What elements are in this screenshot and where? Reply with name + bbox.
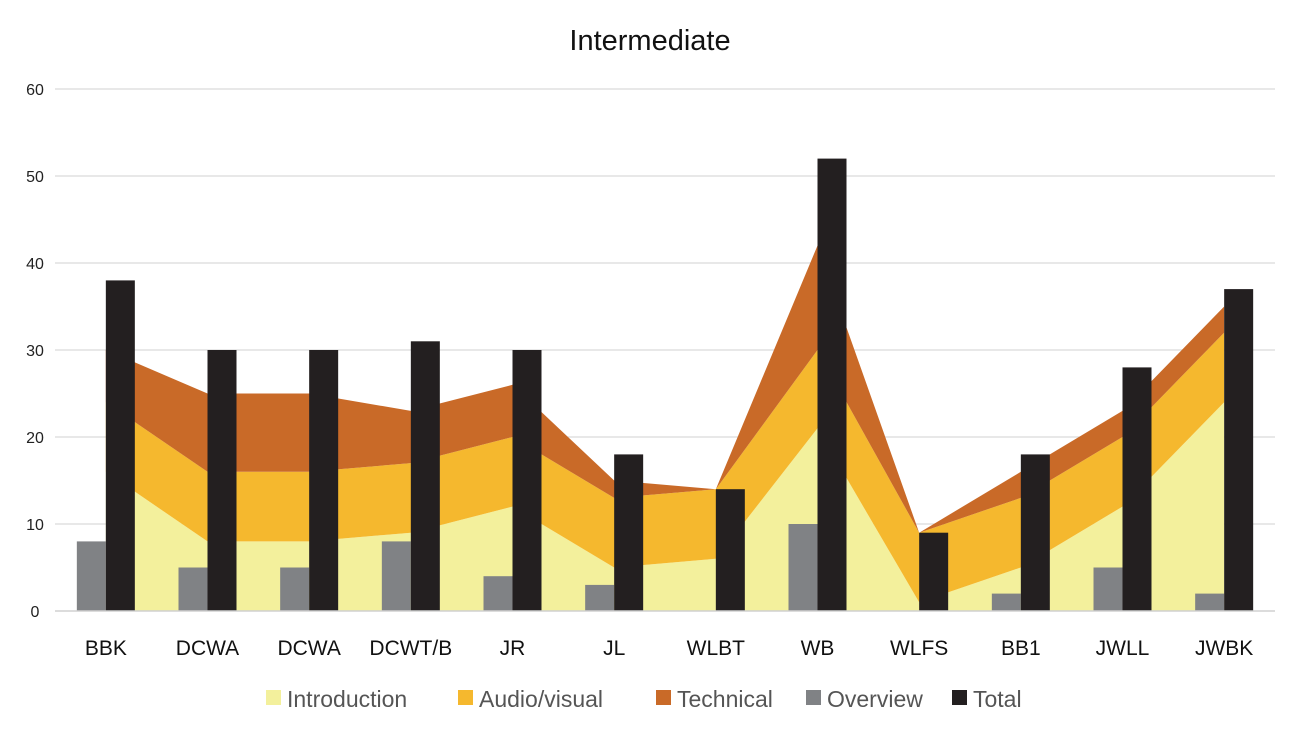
x-tick-label: DCWA (176, 637, 239, 660)
x-tick-label: WLFS (890, 637, 948, 660)
x-tick-label: BB1 (1001, 637, 1041, 660)
area-technical (105, 245, 1225, 533)
bar-total (512, 350, 542, 611)
chart-title: Intermediate (569, 25, 730, 57)
y-tick-label: 50 (26, 169, 44, 186)
x-tick-label: JWBK (1195, 637, 1253, 660)
bar-overview (483, 576, 513, 611)
bar-total (1020, 454, 1050, 611)
bars (76, 158, 1254, 611)
bar-total (309, 350, 339, 611)
bar-overview (280, 567, 310, 611)
bar-total (105, 280, 135, 611)
legend-swatch (266, 690, 281, 705)
bar-total (410, 341, 440, 611)
bar-total (715, 489, 745, 611)
bar-total (207, 350, 237, 611)
y-tick-label: 0 (31, 604, 40, 621)
x-tick-label: DCWT/B (369, 637, 452, 660)
bar-total (817, 158, 847, 611)
y-tick-label: 30 (26, 343, 44, 360)
legend: Introduction Audio/visual Technical Overvie… (266, 686, 1022, 712)
legend-swatch (952, 690, 967, 705)
legend-item: Audio/visual (458, 686, 603, 712)
legend-swatch (656, 690, 671, 705)
legend-label: Overview (827, 686, 923, 712)
bar-overview (76, 541, 106, 611)
x-tick-label: BBK (85, 637, 127, 660)
bar-overview (381, 541, 411, 611)
bar-overview (1093, 567, 1123, 611)
legend-item: Introduction (266, 686, 407, 712)
bar-overview (585, 584, 615, 611)
legend-swatch (806, 690, 821, 705)
legend-label: Audio/visual (479, 686, 603, 712)
x-tick-label: JWLL (1096, 637, 1150, 660)
x-tick-label: DCWA (277, 637, 340, 660)
y-tick-label: 40 (26, 256, 44, 273)
legend-item: Total (952, 686, 1022, 712)
y-axis-ticks: 0 10 20 30 40 50 60 (26, 82, 44, 621)
legend-item: Technical (656, 686, 773, 712)
legend-label: Technical (677, 686, 773, 712)
bar-total (614, 454, 644, 611)
legend-item: Overview (806, 686, 923, 712)
y-tick-label: 10 (26, 517, 44, 534)
legend-label: Introduction (287, 686, 407, 712)
legend-swatch (458, 690, 473, 705)
bar-overview (788, 524, 818, 611)
stacked-areas (105, 245, 1225, 611)
y-tick-label: 20 (26, 430, 44, 447)
bar-overview (178, 567, 208, 611)
bar-overview (991, 593, 1021, 611)
x-tick-label: WB (801, 637, 835, 660)
x-tick-label: JR (500, 637, 526, 660)
bar-total (1122, 367, 1152, 611)
x-tick-label: WLBT (687, 637, 746, 660)
x-axis-labels: BBK DCWA DCWA DCWT/B JR JL WLBT WB WLFS BB1 JWLL JW… (85, 637, 1254, 660)
y-tick-label: 60 (26, 82, 44, 99)
bar-total (919, 532, 949, 611)
bar-total (1224, 289, 1254, 611)
legend-label: Total (973, 686, 1022, 712)
x-tick-label: JL (603, 637, 625, 660)
bar-overview (1195, 593, 1225, 611)
